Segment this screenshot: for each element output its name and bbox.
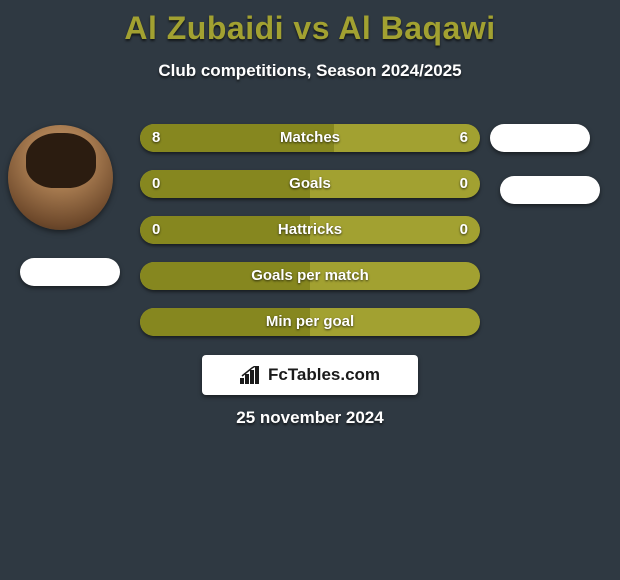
stat-label: Goals: [140, 170, 480, 198]
player-avatar-left: [8, 125, 113, 230]
stat-value-right: 6: [460, 124, 468, 152]
subtitle: Club competitions, Season 2024/2025: [0, 61, 620, 81]
stat-bar-hattricks: 0 Hattricks 0: [140, 216, 480, 244]
stat-bar-goals-per-match: Goals per match: [140, 262, 480, 290]
comparison-card: Al Zubaidi vs Al Baqawi Club competition…: [0, 0, 620, 580]
date-label: 25 november 2024: [0, 408, 620, 428]
source-badge[interactable]: FcTables.com: [202, 355, 418, 395]
stat-label: Matches: [140, 124, 480, 152]
source-badge-text: FcTables.com: [268, 365, 380, 385]
stat-bar-min-per-goal: Min per goal: [140, 308, 480, 336]
stat-bar-goals: 0 Goals 0: [140, 170, 480, 198]
nationality-pill-right-1: [490, 124, 590, 152]
title: Al Zubaidi vs Al Baqawi: [0, 0, 620, 47]
stat-value-right: 0: [460, 216, 468, 244]
stat-bars: 8 Matches 6 0 Goals 0 0 Hattricks 0 Goal…: [140, 124, 480, 354]
stat-value-right: 0: [460, 170, 468, 198]
stat-bar-matches: 8 Matches 6: [140, 124, 480, 152]
stat-label: Hattricks: [140, 216, 480, 244]
stat-label: Min per goal: [140, 308, 480, 336]
stat-label: Goals per match: [140, 262, 480, 290]
chart-icon: [240, 366, 262, 384]
nationality-pill-right-2: [500, 176, 600, 204]
nationality-pill-left: [20, 258, 120, 286]
